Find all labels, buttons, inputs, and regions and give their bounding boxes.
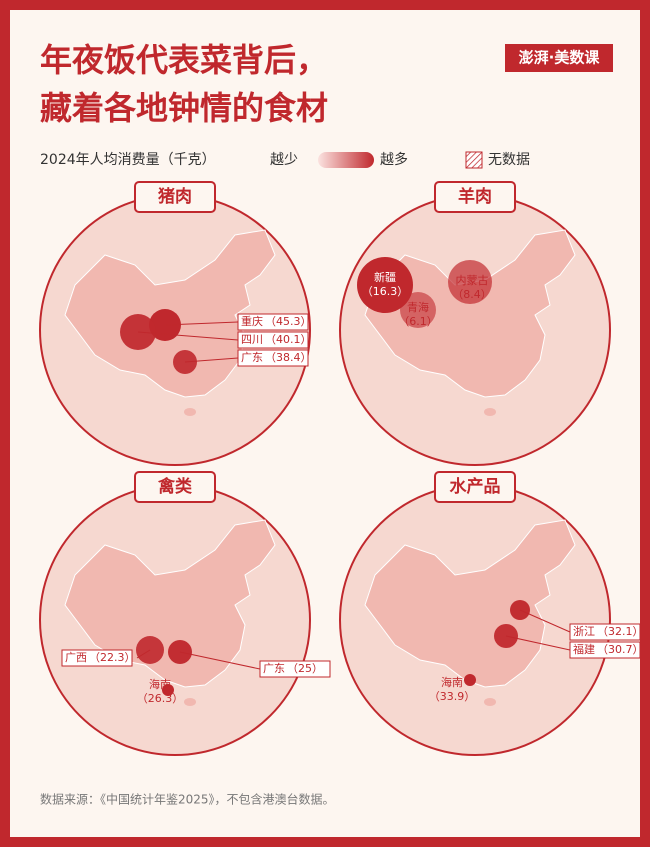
value-label: （8.4） [452, 288, 492, 301]
leader [179, 651, 261, 670]
value-label: （16.3） [362, 285, 409, 298]
title: 年夜饭代表菜背后， [40, 41, 328, 79]
label-box [259, 660, 331, 678]
legend-low: 越少 [270, 152, 298, 168]
value-label: （22.3） [89, 651, 136, 664]
region-name: 海南 [149, 677, 171, 691]
hainan [484, 408, 496, 416]
value-label: （6.1） [398, 315, 438, 328]
hainan [184, 408, 196, 416]
region-name: 四川 [241, 333, 263, 346]
legend-hatch [465, 151, 483, 169]
logo: 澎湃·美数课 [519, 49, 601, 67]
region [448, 260, 492, 304]
hainan [484, 698, 496, 706]
region-name: 广西 [65, 651, 87, 664]
region [357, 257, 413, 313]
region [400, 292, 436, 328]
leader [136, 649, 151, 659]
logo-box [505, 44, 613, 72]
leader [137, 331, 239, 341]
title-tab [434, 181, 516, 213]
value-label: （32.1） [597, 625, 644, 638]
value-label: （25） [287, 662, 323, 675]
label-box [237, 331, 309, 349]
label-box [237, 349, 309, 367]
region-name: 重庆 [241, 314, 263, 328]
panel-title: 水产品 [450, 476, 501, 497]
region-name: 广东 [263, 662, 285, 675]
region-name: 内蒙古 [456, 273, 489, 287]
label-box [569, 641, 641, 659]
title-tab [434, 471, 516, 503]
region-name: 福建 [573, 642, 595, 656]
leader [164, 321, 239, 326]
value-label: （30.7） [597, 643, 644, 656]
source: 数据来源：《中国统计年鉴2025》，不包含港澳台数据。 [40, 792, 335, 807]
label-box [569, 623, 641, 641]
china-outline [364, 519, 576, 688]
value-label: （38.4） [265, 351, 312, 364]
value-label: （26.3） [137, 692, 184, 705]
title-tab [134, 471, 216, 503]
panel-title: 猪肉 [158, 186, 192, 207]
legend-no-data: 无数据 [488, 152, 530, 168]
region [464, 674, 476, 686]
region [162, 684, 174, 696]
region-name: 海南 [441, 675, 463, 689]
title-tab [134, 181, 216, 213]
leader [184, 357, 239, 363]
legend-high: 越多 [380, 151, 408, 168]
region-name: 广东 [241, 351, 263, 364]
hainan [184, 698, 196, 706]
legend-gradient [318, 152, 374, 168]
value-label: （40.1） [265, 333, 312, 346]
panel-title: 禽类 [157, 476, 193, 497]
label-box [237, 313, 309, 331]
legend-label: 2024年人均消费量（千克） [40, 152, 216, 168]
panel-title: 羊肉 [458, 186, 492, 207]
leader [519, 609, 571, 633]
region-name: 青海 [407, 300, 429, 314]
region-name: 浙江 [573, 625, 595, 638]
label-box [61, 649, 133, 667]
leader [505, 635, 571, 651]
title: 藏着各地钟情的食材 [40, 89, 328, 127]
value-label: （45.3） [265, 315, 312, 328]
region-name: 新疆 [374, 270, 396, 284]
value-label: （33.9） [429, 690, 476, 703]
